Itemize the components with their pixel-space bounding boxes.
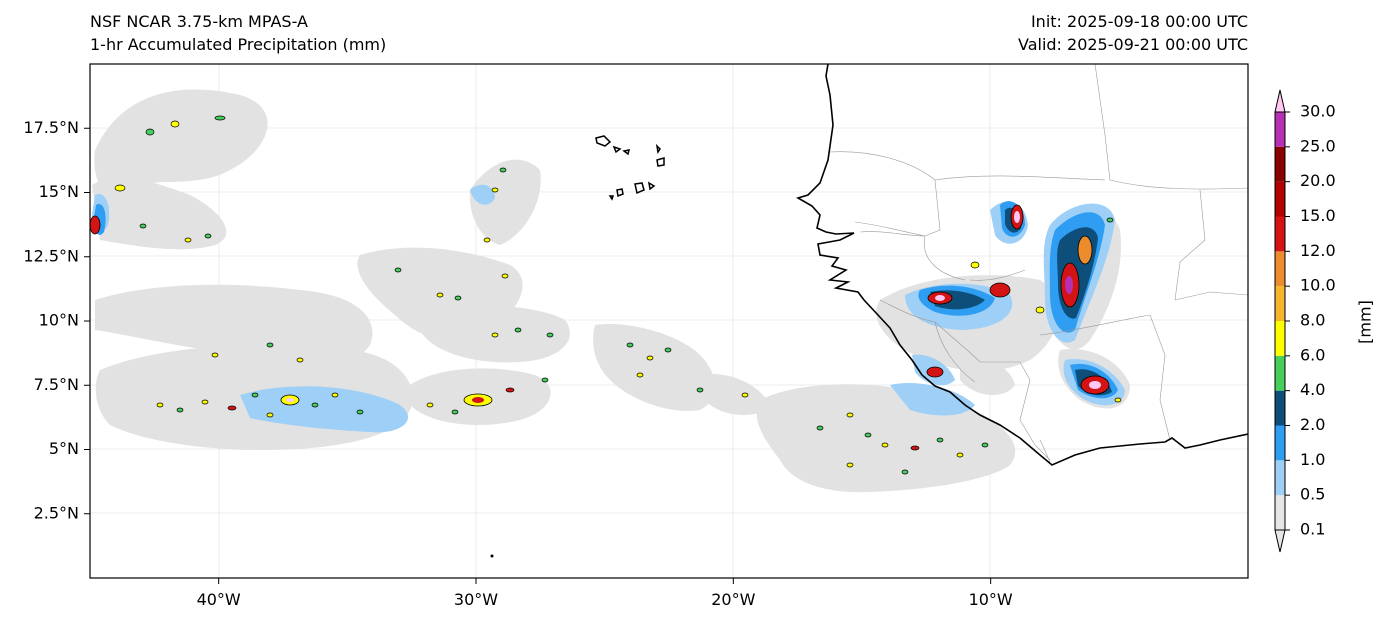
map-panel xyxy=(90,64,1248,578)
colorbar-segment xyxy=(1275,286,1285,321)
latitude-axis: 17.5°N 15°N 12.5°N 10°N 7.5°N 5°N 2.5°N xyxy=(23,118,90,522)
colorbar-tick-label: 1.0 xyxy=(1300,450,1325,469)
lat-tick-label: 2.5°N xyxy=(34,503,79,522)
colorbar-segment xyxy=(1275,425,1285,461)
cape-verde-islands xyxy=(595,135,665,201)
colorbar-segment xyxy=(1275,390,1285,426)
st-peter-paul-rocks xyxy=(490,554,494,558)
colorbar-segment xyxy=(1275,460,1285,496)
lat-tick-label: 5°N xyxy=(49,439,79,458)
colorbar-tick-label: 20.0 xyxy=(1300,171,1336,190)
colorbar-segment xyxy=(1275,216,1285,252)
colorbar-min-extension xyxy=(1274,529,1286,553)
lat-tick-label: 7.5°N xyxy=(34,375,79,394)
west-africa-coastline xyxy=(795,64,1248,466)
precip-scattered-cells xyxy=(114,115,1122,475)
field-title: 1-hr Accumulated Precipitation (mm) xyxy=(90,35,387,54)
colorbar-tick-label: 6.0 xyxy=(1300,345,1325,364)
colorbar-segment xyxy=(1275,355,1285,391)
colorbar-segment xyxy=(1275,251,1285,287)
colorbar-tick-label: 12.0 xyxy=(1300,241,1336,260)
init-time: Init: 2025-09-18 00:00 UTC xyxy=(1030,12,1248,31)
lon-tick-label: 40°W xyxy=(197,590,241,609)
lat-tick-label: 15°N xyxy=(39,182,79,201)
colorbar-segment xyxy=(1275,321,1285,356)
precip-heavy-cores xyxy=(90,204,1110,407)
lon-tick-label: 10°W xyxy=(969,590,1013,609)
colorbar-segment xyxy=(1275,146,1285,182)
lon-tick-label: 20°W xyxy=(711,590,755,609)
lat-tick-label: 12.5°N xyxy=(23,246,79,265)
colorbar-tick-label: 0.5 xyxy=(1300,485,1325,504)
colorbar-tick-label: 15.0 xyxy=(1300,206,1336,225)
colorbar-tick-label: 30.0 xyxy=(1300,102,1336,121)
colorbar-tick-label: 10.0 xyxy=(1300,276,1336,295)
colorbar-unit-label: [mm] xyxy=(1356,300,1375,344)
colorbar-segment xyxy=(1275,112,1285,147)
colorbar-max-extension xyxy=(1274,89,1286,113)
colorbar-tick-label: 25.0 xyxy=(1300,136,1336,155)
valid-time: Valid: 2025-09-21 00:00 UTC xyxy=(1017,35,1248,54)
colorbar-segment xyxy=(1275,181,1285,217)
colorbar: 0.1 0.5 1.0 2.0 4.0 6.0 8.0 10.0 12.0 15.0 20.0 25.… xyxy=(1274,89,1375,553)
colorbar-tick-label: 2.0 xyxy=(1300,415,1325,434)
colorbar-tick-label: 8.0 xyxy=(1300,311,1325,330)
lon-tick-label: 30°W xyxy=(454,590,498,609)
colorbar-segment xyxy=(1275,495,1285,530)
model-title: NSF NCAR 3.75-km MPAS-A xyxy=(90,12,308,31)
country-borders xyxy=(829,64,1248,463)
lat-tick-label: 10°N xyxy=(39,311,79,330)
lat-tick-label: 17.5°N xyxy=(23,118,79,137)
longitude-axis: 40°W 30°W 20°W 10°W xyxy=(197,578,1013,609)
colorbar-tick-label: 0.1 xyxy=(1300,520,1325,539)
colorbar-tick-label: 4.0 xyxy=(1300,380,1325,399)
